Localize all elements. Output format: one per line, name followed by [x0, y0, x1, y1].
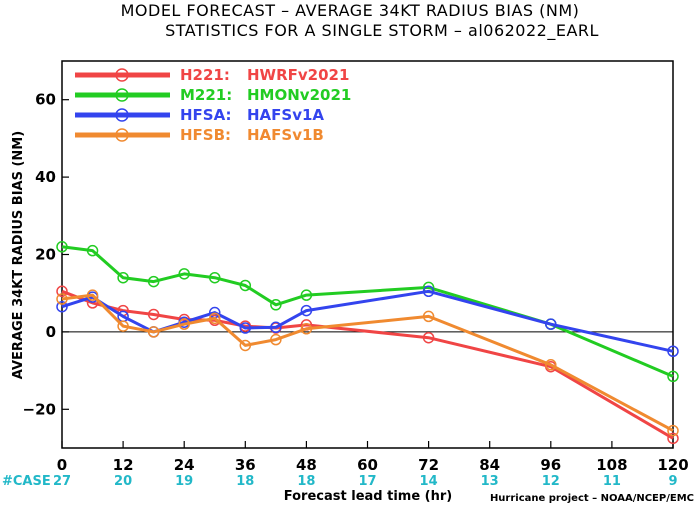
series-point: [86, 244, 99, 257]
case-count: 18: [297, 474, 315, 489]
legend-item: M221: HMONv2021: [75, 86, 351, 104]
series-hwrfv2021: [56, 285, 679, 445]
legend-marker: [115, 128, 129, 142]
series-point: [270, 299, 282, 311]
x-tick-label: 36: [235, 456, 256, 474]
x-tick-label: 120: [657, 456, 688, 474]
case-count: 11: [603, 474, 621, 489]
y-axis-label: AVERAGE 34KT RADIUS BIAS (NM): [11, 131, 26, 379]
series-point: [56, 241, 68, 253]
series-point: [56, 300, 68, 313]
case-count: 19: [175, 474, 193, 489]
plot-area: [61, 60, 674, 449]
series-point: [117, 320, 129, 332]
series-point: [117, 271, 129, 284]
series-point: [147, 326, 160, 338]
x-tick-label: 72: [418, 456, 439, 474]
x-axis-label: Forecast lead time (hr): [284, 489, 452, 504]
case-count: 20: [114, 474, 132, 489]
credit-text: Hurricane project – NOAA/NCEP/EMC: [490, 493, 694, 504]
series-point: [178, 318, 190, 330]
series-line: [61, 293, 674, 432]
case-label: #CASE: [2, 474, 51, 489]
legend-name: HFSB:: [180, 126, 231, 144]
series-point: [422, 331, 435, 344]
chart-subtitle: STATISTICS FOR A SINGLE STORM – al062022…: [165, 21, 599, 41]
legend-marker: [115, 108, 129, 122]
series-point: [422, 285, 435, 298]
y-tick-label: 40: [35, 168, 56, 186]
plot-frame: [61, 60, 674, 449]
series-line: [61, 289, 674, 440]
legend-desc: HAFSv1B: [247, 126, 324, 144]
legend-item: HFSB: HAFSv1B: [75, 126, 324, 144]
y-tick-label: 20: [35, 246, 56, 264]
series-point: [56, 293, 68, 305]
series-point: [239, 279, 252, 292]
x-tick-label: 96: [540, 456, 561, 474]
series-point: [209, 271, 221, 284]
legend-desc: HMONv2021: [247, 86, 351, 104]
x-tick-label: 12: [113, 456, 134, 474]
legend-name: HFSA:: [180, 106, 232, 124]
series-point: [300, 289, 313, 301]
series-line: [61, 245, 674, 378]
series-point: [270, 333, 282, 346]
legend-desc: HWRFv2021: [247, 66, 349, 84]
series-point: [209, 312, 221, 325]
series-point: [270, 321, 282, 334]
series-hafsv1b: [56, 289, 679, 437]
x-tick-label: 48: [296, 456, 317, 474]
case-count-row: #CASE 27 20 19 18 18 17 14 13 12 11 9: [2, 474, 678, 489]
series-point: [300, 304, 313, 317]
case-count: 12: [542, 474, 560, 489]
case-count: 14: [420, 474, 438, 489]
legend-desc: HAFSv1A: [247, 106, 324, 124]
series-point: [422, 310, 435, 323]
series-point: [147, 275, 160, 288]
legend-name: M221:: [180, 86, 232, 104]
x-tick-label: 0: [57, 456, 67, 474]
x-tick-label: 60: [357, 456, 378, 474]
series-point: [300, 323, 313, 335]
series-point: [239, 339, 252, 352]
legend: H221: HWRFv2021 M221: HMONv2021 HFSA: HAFSv1A…: [75, 66, 351, 144]
x-tick-label: 24: [174, 456, 195, 474]
series-point: [178, 268, 190, 280]
series-point: [545, 318, 557, 330]
legend-name: H221:: [180, 66, 230, 84]
x-tick-label: 84: [479, 456, 500, 474]
legend-marker: [115, 88, 129, 102]
x-axis-ticks: 0 12 24 36 48 60 72 84 96 108 120: [57, 441, 689, 474]
legend-marker: [115, 68, 129, 82]
series-hmonv2021: [56, 241, 679, 383]
series-point: [545, 359, 557, 371]
y-tick-label: 60: [35, 91, 56, 109]
legend-item: HFSA: HAFSv1A: [75, 106, 324, 124]
y-tick-label: 0: [46, 323, 56, 341]
series-layer: [56, 241, 679, 445]
case-count: 9: [668, 474, 677, 489]
series-point: [667, 370, 679, 383]
series-point: [147, 308, 160, 321]
y-tick-label: −20: [23, 400, 56, 418]
case-count: 17: [358, 474, 376, 489]
legend-item: H221: HWRFv2021: [75, 66, 349, 84]
case-count: 13: [481, 474, 499, 489]
case-count: 18: [236, 474, 254, 489]
series-point: [667, 424, 679, 437]
x-tick-label: 108: [596, 456, 627, 474]
chart-title: MODEL FORECAST – AVERAGE 34KT RADIUS BIA…: [121, 1, 580, 20]
case-count: 27: [53, 474, 71, 489]
series-point: [56, 285, 68, 298]
series-point: [86, 289, 99, 301]
series-line: [61, 289, 674, 353]
series-point: [667, 432, 679, 445]
series-point: [239, 322, 252, 334]
series-point: [667, 345, 679, 357]
y-axis-ticks: −20 0 20 40 60: [23, 91, 69, 418]
series-hafsv1a: [56, 285, 679, 357]
